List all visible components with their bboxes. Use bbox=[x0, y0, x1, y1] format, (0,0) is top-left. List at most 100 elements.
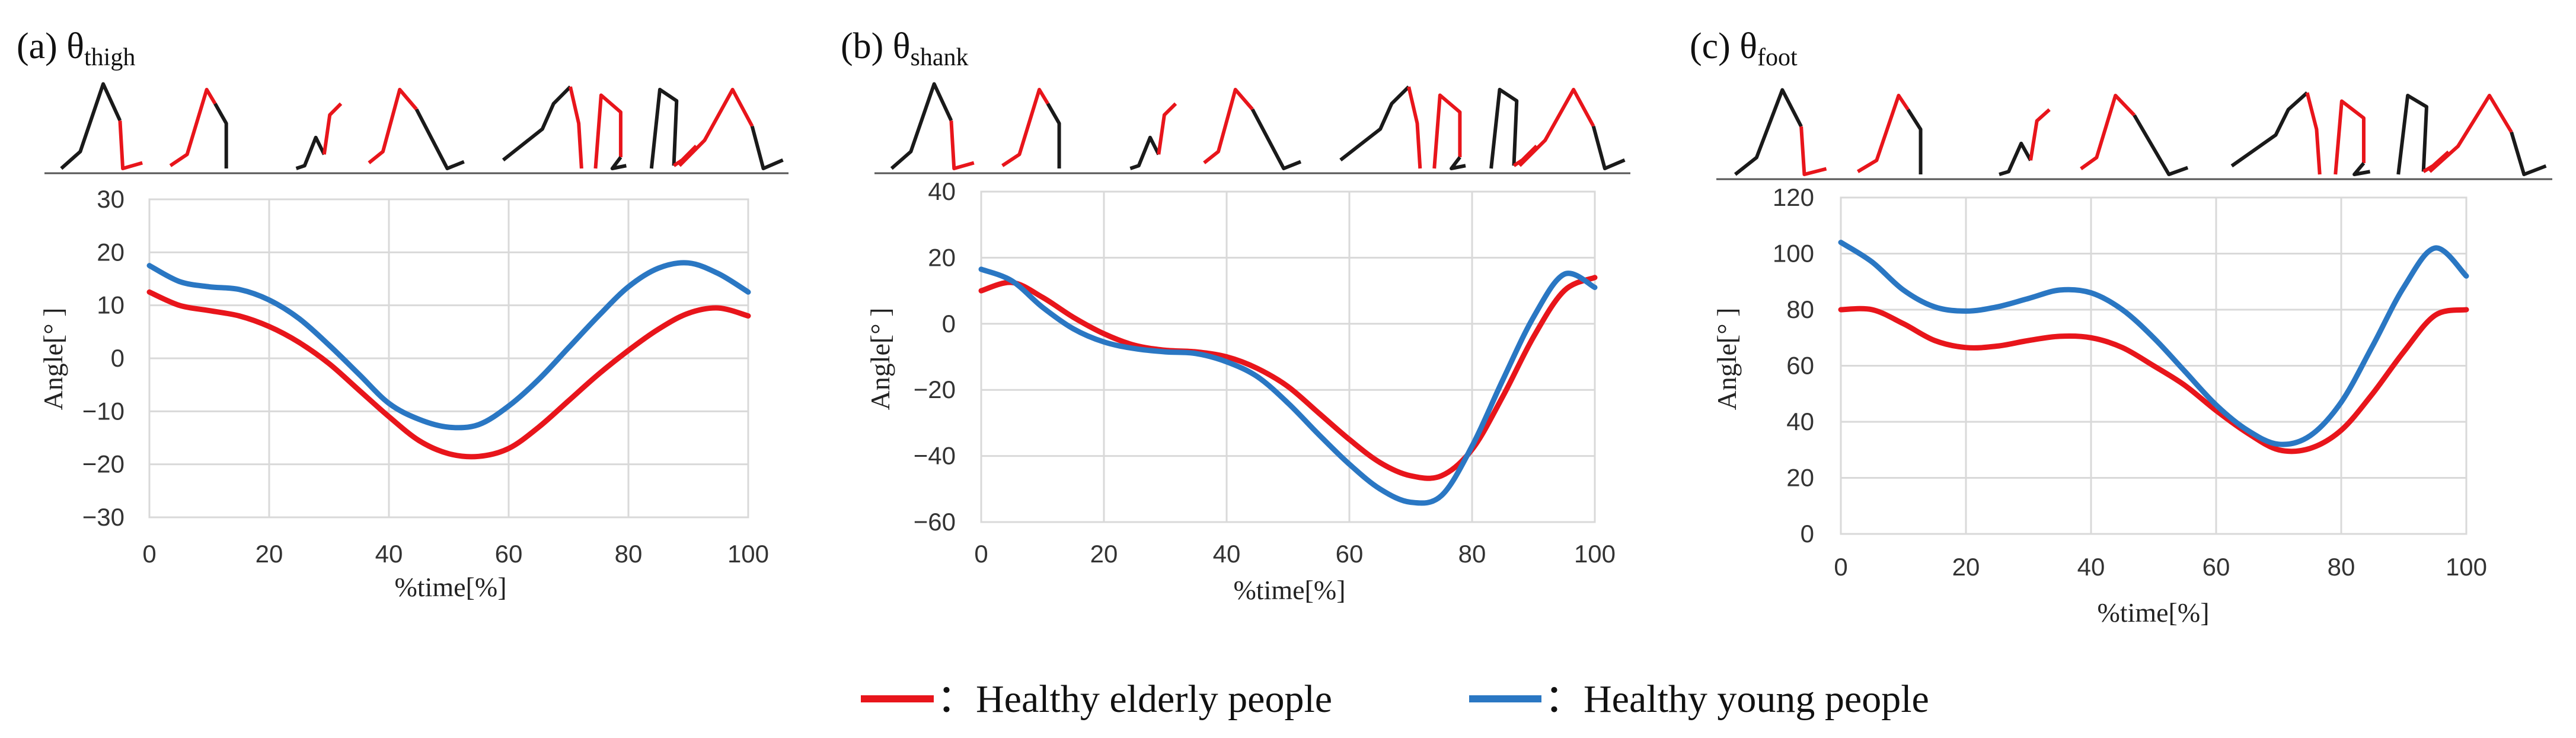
y-tick-label: 0 bbox=[1801, 520, 1814, 548]
stick-leg-3-b bbox=[2133, 114, 2189, 176]
stick-leg-4-b bbox=[2305, 92, 2322, 175]
stick-strip-1 bbox=[874, 82, 1630, 174]
legend-label-elderly: ：Healthy elderly people bbox=[937, 677, 1332, 721]
y-tick-label: 40 bbox=[928, 177, 956, 205]
y-axis-label: Angle[° ] bbox=[38, 308, 68, 411]
x-tick-label: 40 bbox=[2077, 553, 2105, 581]
y-tick-label: −40 bbox=[914, 442, 956, 470]
series-line-elderly bbox=[146, 289, 751, 460]
stick-leg-6-a bbox=[1489, 88, 1519, 169]
y-tick-label: 20 bbox=[928, 243, 956, 271]
x-tick-label: 40 bbox=[1213, 540, 1241, 568]
stick-leg-6-a bbox=[2396, 94, 2428, 175]
stick-leg-2-b bbox=[1157, 102, 1177, 155]
stick-leg-7-a bbox=[678, 88, 754, 167]
stick-strip-0 bbox=[44, 82, 789, 174]
stick-leg-1-a bbox=[169, 88, 217, 167]
y-tick-label: −10 bbox=[82, 397, 125, 425]
panel-title-shank: (b) θshank bbox=[841, 26, 969, 71]
stick-leg-7-a bbox=[1518, 88, 1595, 167]
stick-leg-7-b bbox=[1591, 125, 1626, 170]
stick-leg-0-a bbox=[1734, 88, 1803, 176]
x-axis-label: %time[%] bbox=[1233, 575, 1345, 605]
stick-leg-6-a bbox=[649, 88, 679, 169]
stick-strip-2 bbox=[1716, 88, 2552, 180]
stick-figure-strips bbox=[44, 82, 2552, 180]
x-tick-label: 60 bbox=[2202, 553, 2230, 581]
y-tick-label: 40 bbox=[1786, 408, 1814, 435]
stick-leg-2-a bbox=[1129, 135, 1161, 170]
x-tick-label: 0 bbox=[142, 540, 156, 568]
stick-leg-6-b bbox=[672, 144, 698, 167]
y-tick-label: −20 bbox=[82, 450, 125, 478]
x-tick-label: 100 bbox=[727, 540, 769, 568]
x-axis-label: %time[%] bbox=[2097, 597, 2209, 628]
panel-title-foot: (c) θfoot bbox=[1690, 26, 1798, 71]
y-tick-label: 60 bbox=[1786, 352, 1814, 380]
stick-leg-4-b bbox=[1407, 86, 1422, 169]
stick-leg-2-a bbox=[295, 135, 326, 170]
series-line-elderly bbox=[978, 275, 1598, 481]
y-tick-label: 10 bbox=[97, 291, 125, 319]
y-axis-label: Angle[° ] bbox=[1712, 308, 1742, 411]
y-tick-label: −20 bbox=[914, 376, 956, 403]
stick-leg-0-a bbox=[890, 82, 953, 170]
x-tick-label: 60 bbox=[1336, 540, 1364, 568]
x-tick-label: 40 bbox=[375, 540, 403, 568]
stick-leg-3-b bbox=[414, 108, 465, 170]
x-axis-label: %time[%] bbox=[394, 572, 506, 602]
stick-leg-1-b bbox=[1906, 109, 1923, 174]
stick-leg-1-b bbox=[1046, 103, 1061, 168]
stick-leg-4-b bbox=[569, 86, 583, 169]
y-tick-label: −30 bbox=[82, 503, 125, 531]
x-tick-label: 80 bbox=[2328, 553, 2355, 581]
stick-leg-1-a bbox=[1001, 88, 1049, 167]
stick-leg-4-a bbox=[1339, 85, 1410, 162]
x-tick-label: 100 bbox=[1574, 540, 1616, 568]
stick-leg-5-b bbox=[610, 156, 627, 170]
stick-leg-3-a bbox=[368, 88, 418, 164]
series-line-elderly bbox=[1838, 306, 2469, 454]
y-tick-label: 0 bbox=[942, 310, 956, 338]
x-tick-label: 80 bbox=[1458, 540, 1486, 568]
x-tick-label: 0 bbox=[1834, 553, 1847, 581]
y-tick-label: 20 bbox=[97, 238, 125, 266]
series-line-young bbox=[1838, 240, 2469, 447]
stick-leg-6-b bbox=[2422, 150, 2450, 173]
x-tick-label: 20 bbox=[1952, 553, 1980, 581]
stick-leg-5-a bbox=[1432, 93, 1462, 169]
stick-leg-2-b bbox=[2029, 108, 2051, 161]
panel-shank: (b) θshank 0 20 40 60 80 100 40 20 0 −20 −40 −60 %ti… bbox=[841, 26, 1616, 605]
series-line-young bbox=[146, 260, 751, 431]
y-tick-label: 30 bbox=[97, 185, 125, 213]
series-line-young bbox=[978, 266, 1598, 506]
stick-leg-0-b bbox=[1799, 126, 1827, 176]
panel-thigh: (a) θthigh 0 20 40 60 80 1003020100−10−20−30%… bbox=[17, 26, 769, 602]
stick-leg-0-b bbox=[949, 120, 975, 170]
y-tick-label: −60 bbox=[914, 508, 956, 536]
x-tick-label: 80 bbox=[615, 540, 643, 568]
x-tick-label: 20 bbox=[256, 540, 283, 568]
plot-frame bbox=[980, 190, 1596, 523]
stick-leg-3-a bbox=[2080, 94, 2136, 170]
stick-leg-7-b bbox=[2510, 131, 2547, 176]
stick-leg-5-a bbox=[2334, 99, 2366, 175]
stick-leg-4-a bbox=[2230, 91, 2309, 168]
x-tick-label: 100 bbox=[2446, 553, 2487, 581]
y-tick-label: 0 bbox=[111, 344, 125, 372]
stick-leg-3-b bbox=[1250, 108, 1302, 170]
stick-leg-5-a bbox=[593, 93, 623, 169]
y-tick-label: 100 bbox=[1773, 240, 1814, 268]
stick-leg-1-b bbox=[213, 103, 228, 168]
stick-leg-0-b bbox=[118, 120, 143, 170]
x-tick-label: 20 bbox=[1090, 540, 1118, 568]
stick-leg-7-b bbox=[750, 125, 784, 170]
y-tick-label: 80 bbox=[1786, 295, 1814, 323]
stick-leg-5-b bbox=[2352, 162, 2371, 176]
stick-leg-4-a bbox=[502, 85, 572, 162]
y-tick-label: 120 bbox=[1773, 183, 1814, 211]
legend-label-young: ：Healthy young people bbox=[1544, 677, 1929, 721]
y-axis-label: Angle[° ] bbox=[865, 308, 895, 411]
y-tick-label: 20 bbox=[1786, 464, 1814, 492]
